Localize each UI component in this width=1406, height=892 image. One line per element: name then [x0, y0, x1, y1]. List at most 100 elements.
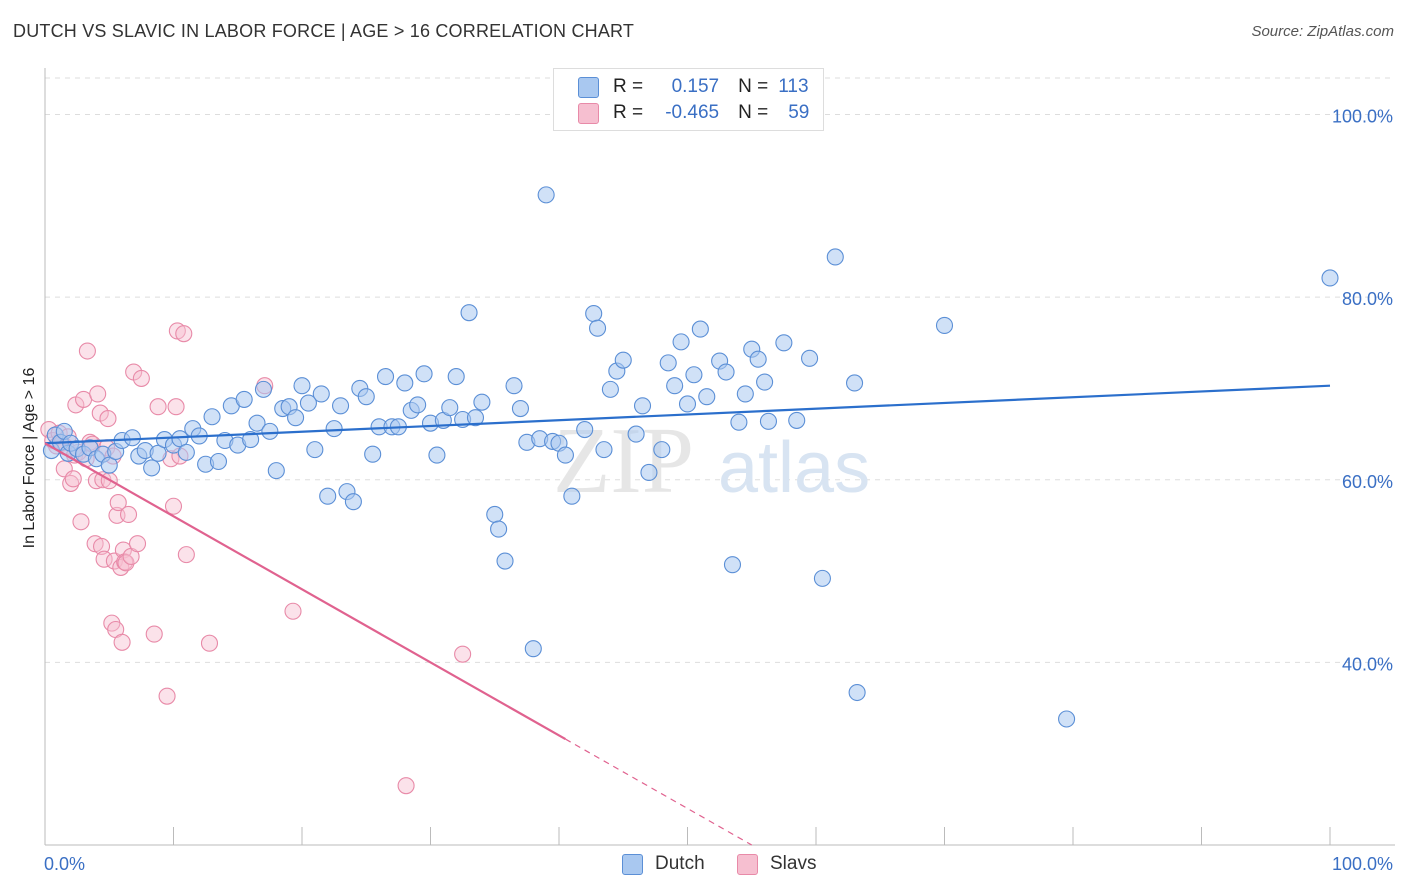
dutch-point [460, 304, 478, 322]
legend-item-slavs[interactable]: Slavs [737, 853, 816, 875]
dutch-point [100, 456, 118, 474]
dutch-point [614, 351, 632, 369]
dutch-point [524, 640, 542, 658]
slavs-point [145, 625, 163, 643]
axes [44, 68, 1395, 846]
dutch-point [659, 354, 677, 372]
dutch-point [730, 413, 748, 431]
dutch-point [813, 569, 831, 587]
legend-n-label: N = [738, 76, 769, 97]
dutch-point [171, 430, 189, 448]
slavs-point [128, 535, 147, 553]
slavs-point [167, 398, 185, 416]
source-credit: Source: ZipAtlas.com [1251, 23, 1394, 40]
dutch-point [235, 390, 253, 408]
dutch-point [1321, 269, 1339, 287]
dutch-point [415, 365, 433, 383]
dutch-point [177, 443, 195, 461]
dutch-point [601, 380, 619, 398]
dutch-point [595, 441, 613, 459]
slavs-point [72, 513, 90, 531]
dutch-point [143, 459, 161, 477]
slavs-point [89, 385, 107, 403]
legend-r-label: R = [613, 76, 644, 97]
slavs-point [113, 633, 131, 651]
dutch-point [441, 399, 459, 417]
dutch-point [319, 487, 337, 505]
dutch-point [473, 393, 491, 411]
dutch-point [563, 487, 581, 505]
x-tick-label-min: 0.0% [44, 854, 85, 874]
dutch-point [666, 377, 684, 395]
dutch-point [845, 374, 864, 392]
slavs-point [95, 550, 113, 568]
slavs-points [40, 322, 472, 795]
dutch-point [935, 316, 954, 334]
dutch-point [267, 462, 285, 480]
slavs-legend-swatch [737, 853, 758, 875]
slavs-point [164, 497, 183, 515]
slavs-swatch [578, 102, 599, 124]
dutch-point [749, 350, 767, 368]
dutch-point [396, 374, 414, 392]
dutch-point [511, 399, 530, 418]
dutch-point [1058, 710, 1076, 728]
dutch-point [756, 373, 774, 391]
legend-n-value: 113 [778, 76, 809, 97]
dutch-point [123, 429, 141, 447]
dutch-point [306, 441, 324, 459]
dutch-point [364, 445, 382, 463]
legend-row-dutch: R = 0.157 N = 113 [578, 75, 809, 99]
legend-row-slavs: R = -0.465 N = 59 [578, 101, 809, 125]
dutch-point [723, 556, 742, 574]
dutch-point [242, 431, 260, 449]
slavs-point [454, 645, 472, 663]
dutch-point [826, 248, 844, 266]
dutch-point [149, 444, 167, 462]
dutch-legend-label: Dutch [655, 853, 705, 874]
dutch-point [672, 333, 690, 351]
slavs-point [158, 687, 176, 705]
dutch-point [685, 366, 703, 384]
legend-r-label: R = [613, 102, 644, 123]
slavs-point [132, 369, 150, 387]
slavs-point [78, 342, 96, 360]
dutch-swatch [578, 76, 599, 98]
slavs-point [175, 325, 193, 343]
dutch-point [428, 446, 446, 464]
dutch-point [691, 320, 709, 338]
dutch-point [576, 420, 594, 439]
legend-n-value: 59 [788, 102, 810, 123]
dutch-point [537, 186, 555, 204]
dutch-point [299, 394, 317, 412]
dutch-point [496, 552, 514, 570]
dutch-point [466, 409, 485, 427]
dutch-point [248, 414, 266, 432]
watermark: ZIP atlas [553, 409, 870, 513]
series-legend: Dutch Slavs [0, 853, 1406, 877]
slavs-point [99, 410, 117, 428]
dutch-point [627, 425, 645, 443]
dutch-point [357, 388, 375, 406]
dutch-point [486, 505, 504, 524]
dutch-point [325, 420, 343, 438]
slavs-point [397, 777, 415, 795]
dutch-point [331, 397, 350, 415]
dutch-point [254, 380, 273, 398]
dutch-point [490, 520, 508, 538]
slavs-point [64, 470, 82, 488]
dutch-point [633, 397, 652, 415]
dutch-point [261, 422, 279, 440]
dutch-point [344, 493, 362, 511]
legend-n-label: N = [738, 102, 769, 123]
legend-r-value: -0.465 [665, 102, 720, 123]
dutch-point [203, 408, 221, 426]
slavs-point [200, 634, 219, 652]
legend-item-dutch[interactable]: Dutch [622, 853, 705, 875]
legend-r-value: 0.157 [671, 76, 720, 97]
dutch-point [759, 412, 778, 430]
dutch-trend-line [44, 384, 1331, 445]
dutch-point [588, 319, 607, 337]
dutch-points [42, 186, 1339, 728]
